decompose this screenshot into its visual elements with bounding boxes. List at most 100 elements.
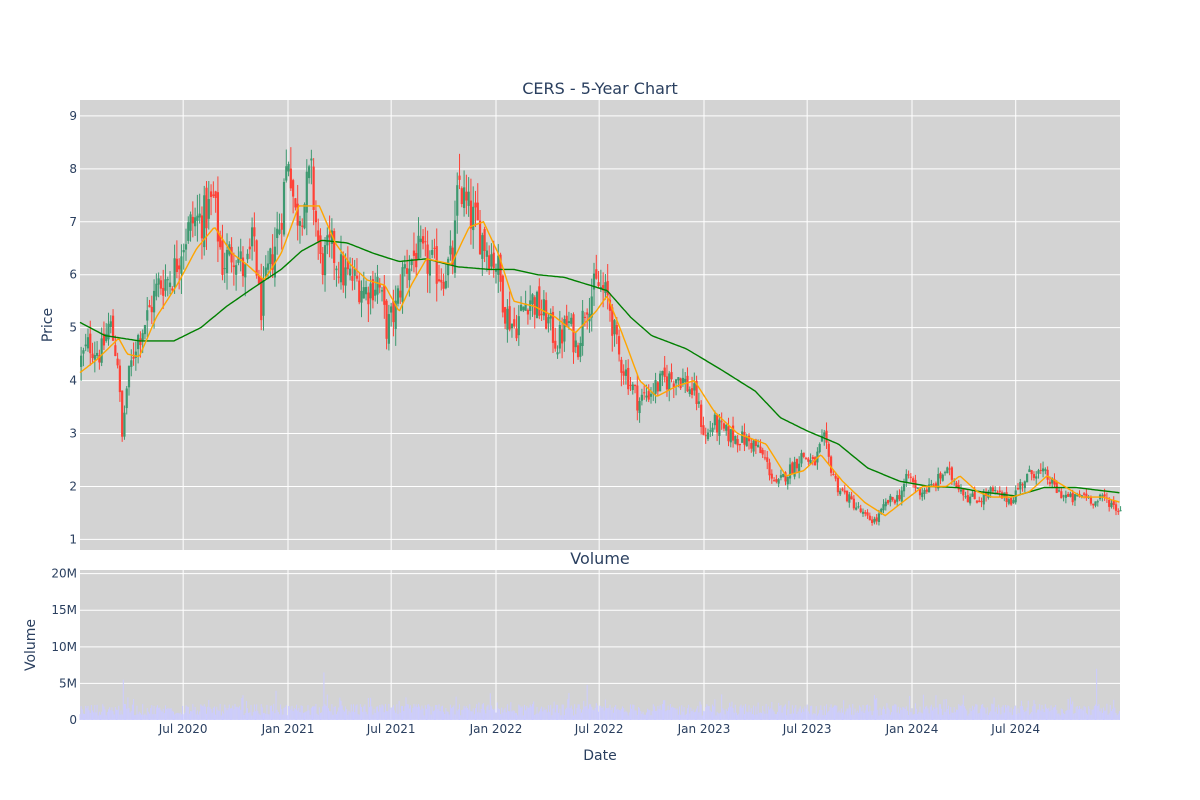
volume-bar [863, 712, 865, 720]
volume-bar [517, 715, 519, 720]
candle-body [877, 513, 881, 523]
candle-body [84, 344, 87, 347]
volume-bar [157, 705, 159, 720]
volume-bar [135, 714, 137, 720]
volume-bar [236, 706, 238, 720]
volume-bar [1064, 714, 1066, 720]
volume-bar [832, 706, 834, 720]
candle-body [1103, 494, 1106, 497]
volume-bar [626, 712, 628, 720]
volume-bar [1042, 709, 1044, 720]
volume-bar [527, 707, 529, 720]
candle-body [551, 311, 555, 343]
volume-bar [914, 703, 916, 720]
candle-body [902, 483, 906, 492]
candle-body [173, 258, 176, 288]
volume-bar [963, 706, 965, 720]
candle-body [417, 235, 420, 260]
volume-bar [427, 704, 429, 720]
candle-body [317, 230, 320, 242]
volume-bar [404, 706, 406, 720]
volume-bar [893, 705, 895, 720]
volume-bar [244, 712, 246, 720]
volume-bar [979, 708, 981, 720]
volume-bar [864, 710, 866, 720]
volume-bar [726, 710, 728, 720]
volume-bar [144, 713, 146, 720]
volume-bar [133, 699, 135, 720]
volume-bar [1027, 700, 1029, 720]
candle-body [353, 268, 356, 276]
candle-body [784, 472, 787, 482]
x-tick-label: Jan 2024 [885, 722, 939, 736]
candle-body [617, 336, 621, 355]
volume-bar [961, 704, 963, 720]
candle-body [857, 506, 860, 508]
volume-bar [346, 709, 348, 720]
volume-bar [844, 714, 846, 720]
volume-bar [408, 708, 410, 720]
volume-bar [723, 710, 725, 720]
volume-bar [453, 705, 455, 720]
volume-bar [559, 708, 561, 720]
volume-bar [841, 712, 843, 720]
volume-bar [109, 707, 111, 720]
volume-bar [239, 706, 241, 720]
volume-bar [587, 708, 589, 720]
volume-bar [608, 707, 610, 720]
volume-bar [523, 704, 525, 720]
volume-bar [852, 703, 854, 720]
candle-body [1085, 493, 1088, 499]
volume-bar [835, 705, 837, 720]
volume-bar [460, 715, 462, 720]
candle-body [105, 333, 108, 341]
volume-bar [331, 704, 333, 720]
volume-bar [1050, 705, 1052, 720]
volume-bar [859, 705, 861, 720]
candle-body [196, 215, 199, 221]
volume-bar [541, 706, 543, 720]
candle-body [221, 240, 224, 275]
candle-body [1028, 469, 1031, 473]
candle-body [622, 371, 625, 376]
volume-bar [684, 715, 686, 720]
x-tick-label: Jul 2024 [990, 722, 1040, 736]
volume-bar [898, 713, 900, 720]
volume-bar [1039, 704, 1041, 720]
volume-bar [623, 708, 625, 720]
volume-bar [884, 709, 886, 720]
volume-bar [454, 714, 456, 720]
volume-bar [288, 706, 290, 720]
volume-bar [166, 709, 168, 720]
volume-bar [170, 708, 172, 720]
candle-body [219, 234, 222, 248]
candle-body [513, 319, 516, 327]
volume-bar [95, 712, 97, 720]
candle-body [207, 199, 210, 219]
candle-body [563, 319, 566, 342]
candle-body [545, 300, 548, 329]
volume-bar [702, 710, 704, 720]
volume-bar [798, 708, 800, 720]
volume-bar [321, 712, 323, 720]
volume-bar [1017, 708, 1019, 720]
volume-bar [185, 705, 187, 720]
candle-body [412, 250, 416, 256]
volume-bar [913, 714, 915, 720]
candle-body [369, 283, 372, 299]
volume-bar [534, 715, 536, 720]
candle-body [390, 306, 393, 313]
candle-body [859, 508, 862, 513]
price-y-tick-label: 9 [69, 109, 77, 123]
volume-bar [585, 706, 587, 720]
volume-bar [444, 714, 446, 720]
candle-body [918, 488, 922, 496]
volume-bar [994, 711, 996, 720]
volume-bar [685, 713, 687, 720]
volume-bar [272, 711, 274, 720]
volume-bar [737, 715, 739, 720]
candle-body [663, 367, 666, 377]
volume-bar [686, 708, 688, 720]
volume-bar [400, 705, 402, 720]
volume-bar [631, 708, 633, 720]
